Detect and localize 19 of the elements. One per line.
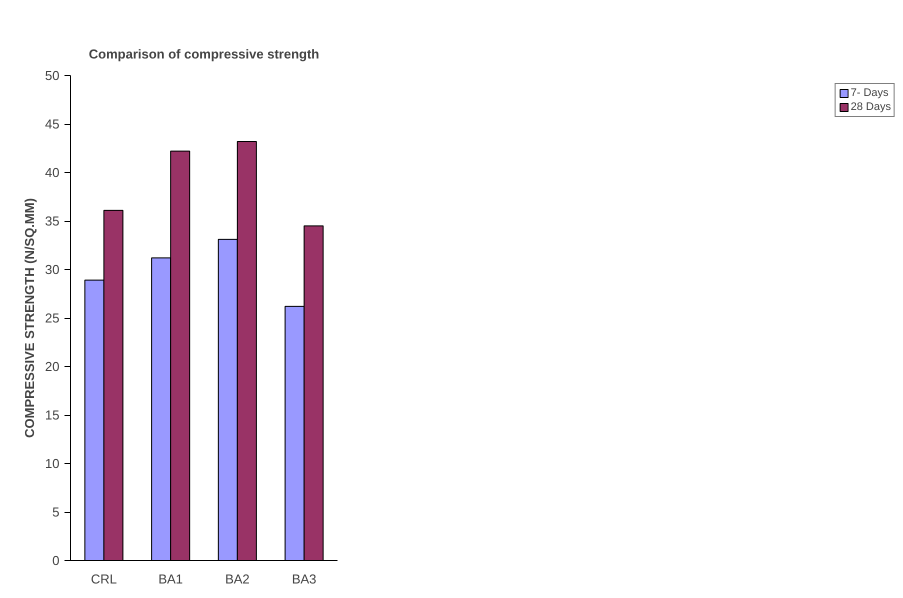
y-tick-label: 50	[45, 68, 60, 83]
legend-label: 7- Days	[850, 87, 889, 99]
chart-title: Comparison of compressive strength	[88, 46, 320, 62]
x-tick-label: BA1	[158, 572, 183, 586]
y-tick-label: 5	[52, 504, 60, 520]
y-tick-label: 20	[45, 359, 60, 374]
y-tick-label: 40	[45, 165, 60, 180]
y-tick-label: 45	[45, 116, 60, 132]
y-tick-label: 15	[45, 408, 60, 422]
y-tick-label: 35	[45, 214, 60, 228]
y-tick-label: 25	[45, 310, 60, 326]
x-tick-label: BA2	[225, 572, 250, 586]
y-axis-title: COMPRESSIVE STRENGTH (N/SQ.MM)	[22, 198, 38, 438]
y-tick-label: 0	[52, 553, 60, 568]
y-tick-label: 30	[45, 262, 60, 277]
legend-label: 28 Days	[850, 101, 891, 113]
y-tick-label: 10	[45, 456, 60, 471]
x-tick-label: BA3	[292, 572, 316, 586]
x-tick-label: CRL	[90, 572, 117, 586]
